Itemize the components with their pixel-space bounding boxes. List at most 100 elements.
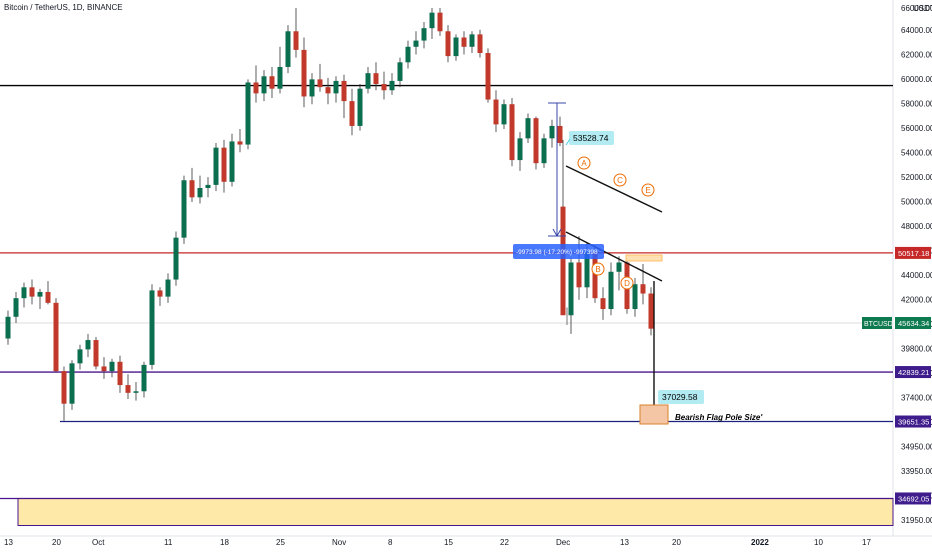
peak-label-pointer — [565, 138, 571, 146]
chart-title: Bitcoin / TetherUS, 1D, BINANCE — [4, 3, 123, 12]
candle-body — [640, 284, 646, 294]
candle-body — [477, 34, 483, 53]
y-tick-label: 52000.00 — [901, 173, 932, 182]
wave-point-marker — [577, 156, 591, 170]
candle-body — [429, 12, 435, 29]
candle-body — [608, 271, 614, 310]
y-tick-label: 48000.00 — [901, 222, 932, 231]
candle-body — [616, 262, 622, 272]
level-price-badge — [895, 246, 931, 259]
peak-label: 53528.74 — [573, 133, 609, 143]
wave-point-marker — [620, 276, 634, 290]
candle-body — [389, 80, 395, 91]
x-tick-label: 2022 — [751, 538, 769, 547]
level-price-text: 34692.05 — [898, 494, 929, 503]
last-price-symbol: BTCUSDT — [864, 321, 898, 328]
candle-body — [461, 37, 467, 47]
y-tick-label: 64000.00 — [901, 26, 932, 35]
y-tick-label: 39800.00 — [901, 345, 932, 354]
candle-body — [29, 287, 35, 297]
candle-body — [117, 361, 123, 386]
x-tick-label: 13 — [620, 538, 629, 547]
candle-body — [13, 298, 19, 317]
candle-body — [277, 66, 283, 89]
candle-body — [181, 180, 187, 238]
candle-body — [493, 99, 499, 125]
y-tick-label: 37400.00 — [901, 394, 932, 403]
candle-body — [93, 340, 99, 367]
x-tick-label: 15 — [444, 538, 453, 547]
level-price-text: 50517.18 — [898, 249, 929, 258]
y-tick-label: 42000.00 — [901, 296, 932, 305]
candle-body — [469, 34, 475, 47]
candle-body — [549, 125, 555, 139]
candle-body — [349, 101, 355, 126]
candle-body — [501, 104, 507, 125]
candle-body — [357, 88, 363, 126]
measure-badge — [513, 244, 604, 259]
candle-body — [341, 80, 347, 102]
candle-body — [45, 291, 51, 303]
wave-point-label: E — [645, 186, 650, 195]
x-tick-label: 20 — [672, 538, 681, 547]
candle-body — [157, 290, 163, 297]
candle-body — [229, 141, 235, 182]
candle-body — [592, 251, 598, 299]
candle-body — [221, 147, 227, 182]
candle-body — [21, 287, 27, 299]
candle-body — [437, 12, 443, 32]
candle-body — [269, 76, 275, 89]
level-price-text: 42839.21 — [898, 368, 929, 377]
candle-body — [333, 80, 339, 94]
candle-body — [397, 62, 403, 81]
wave-point-marker — [591, 262, 605, 276]
y-tick-label: 50000.00 — [901, 198, 932, 207]
candle-body — [445, 31, 451, 57]
candle-body — [133, 391, 139, 393]
candle-body — [525, 118, 531, 139]
y-tick-label: 60000.00 — [901, 75, 932, 84]
flag-upper-line — [565, 165, 663, 213]
y-tick-label: 54000.00 — [901, 149, 932, 158]
candle-body — [173, 237, 179, 280]
candle-body — [85, 340, 91, 350]
candle-body — [77, 349, 83, 364]
candle-body — [533, 118, 539, 164]
y-tick-label: 33950.00 — [901, 467, 932, 476]
wave-point-marker — [641, 183, 655, 197]
candle-body — [213, 147, 219, 185]
candle-body — [253, 82, 259, 94]
candle-body — [421, 28, 427, 41]
candle-body — [325, 87, 331, 94]
wave-point-label: B — [595, 265, 600, 274]
candle-body — [485, 53, 491, 100]
candle-body — [413, 40, 419, 47]
candle-body — [632, 284, 638, 310]
target-label-bg — [658, 390, 704, 404]
candle-body — [61, 371, 67, 404]
x-tick-label: 17 — [862, 538, 871, 547]
y-tick-label: 66000.00 — [901, 4, 932, 13]
x-tick-label: 11 — [164, 538, 173, 547]
flag-lower-line — [565, 231, 663, 282]
level-price-badge — [895, 366, 931, 379]
candle-body — [648, 293, 654, 329]
price-marker — [625, 254, 663, 262]
wave-point-marker — [613, 173, 627, 187]
candle-body — [309, 79, 315, 97]
x-tick-label: 10 — [814, 538, 823, 547]
candle-body — [365, 73, 371, 89]
candle-body — [125, 385, 131, 393]
candle-body — [541, 138, 547, 164]
candle-body — [205, 184, 211, 188]
candle-body — [584, 251, 590, 288]
candle-body — [381, 84, 387, 91]
level-price-badge — [895, 415, 931, 428]
y-tick-label: 58000.00 — [901, 100, 932, 109]
candle-body — [69, 363, 75, 404]
measure-text: -9973.98 (-17.20%) -997398 — [516, 249, 598, 256]
y-tick-label: 44000.00 — [901, 271, 932, 280]
candle-body — [237, 141, 243, 145]
